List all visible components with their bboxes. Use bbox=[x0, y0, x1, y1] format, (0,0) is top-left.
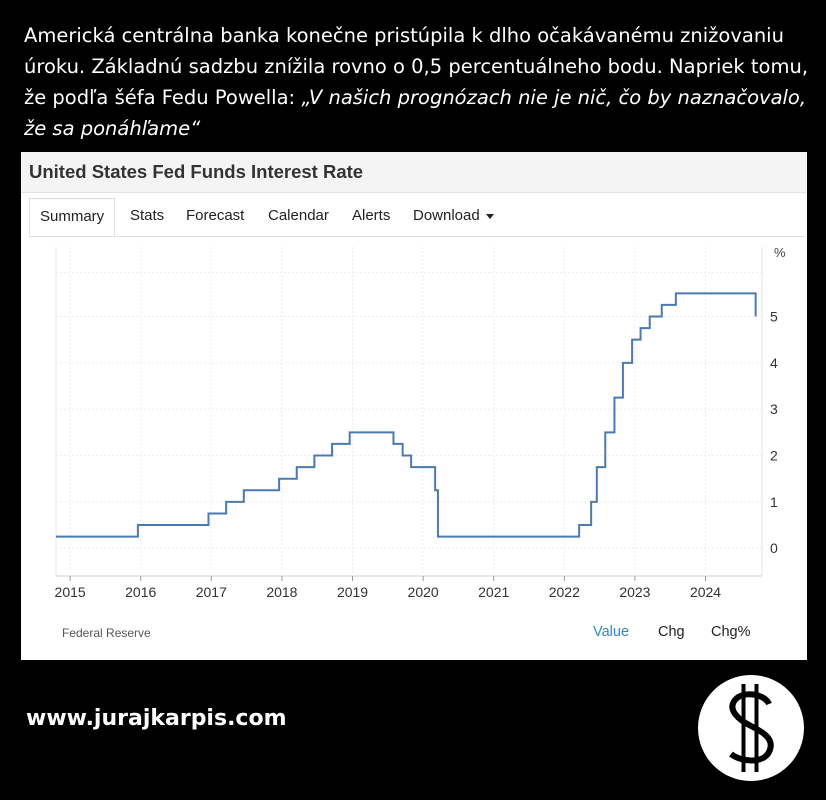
x-tick-label: 2016 bbox=[125, 584, 156, 600]
chart-tabs: Summary Stats Forecast Calendar Alerts D… bbox=[29, 198, 805, 237]
tab-summary[interactable]: Summary bbox=[29, 198, 116, 236]
x-tick-label: 2024 bbox=[690, 584, 721, 600]
x-tick-label: 2017 bbox=[196, 584, 227, 600]
footer-tab-chg-percent[interactable]: Chg% bbox=[711, 624, 751, 640]
chart-card: United States Fed Funds Interest Rate Su… bbox=[21, 152, 807, 660]
tab-download-label: Download bbox=[413, 207, 480, 224]
footer-tab-value[interactable]: Value bbox=[593, 624, 630, 640]
data-source: Federal Reserve bbox=[62, 626, 151, 640]
y-tick-label: 4 bbox=[770, 355, 778, 371]
tab-forecast[interactable]: Forecast bbox=[186, 207, 245, 224]
chart-title: United States Fed Funds Interest Rate bbox=[29, 161, 364, 182]
headline-text: Americká centrálna banka konečne pristúp… bbox=[24, 20, 809, 144]
caret-down-icon bbox=[485, 213, 494, 219]
x-tick-label: 2018 bbox=[266, 584, 297, 600]
y-tick-label: 3 bbox=[770, 401, 778, 417]
x-tick-label: 2015 bbox=[55, 584, 86, 600]
x-tick-label: 2023 bbox=[619, 584, 650, 600]
headline-quote: „V našich prognózach nie je nič, čo by n… bbox=[24, 86, 807, 140]
x-axis: 2015 2016 2017 2018 2019 2020 2021 2022 2023 2024 bbox=[55, 576, 721, 600]
y-tick-label: 5 bbox=[770, 309, 778, 325]
chart-card-header: United States Fed Funds Interest Rate bbox=[21, 152, 807, 193]
tab-calendar[interactable]: Calendar bbox=[268, 207, 329, 224]
website-url[interactable]: www.jurajkarpis.com bbox=[26, 706, 287, 731]
series-line bbox=[56, 292, 757, 538]
y-tick-label: 1 bbox=[770, 494, 778, 510]
x-tick-label: 2020 bbox=[408, 584, 439, 600]
dollar-logo bbox=[698, 675, 804, 781]
y-unit-label: % bbox=[774, 245, 786, 260]
x-tick-label: 2019 bbox=[337, 584, 368, 600]
chart-grid bbox=[55, 247, 763, 577]
y-tick-label: 0 bbox=[770, 540, 778, 556]
tab-alerts[interactable]: Alerts bbox=[352, 207, 391, 224]
tab-download[interactable]: Download bbox=[413, 198, 494, 236]
x-tick-label: 2022 bbox=[549, 584, 580, 600]
tab-stats[interactable]: Stats bbox=[130, 207, 165, 224]
footer-tab-chg[interactable]: Chg bbox=[658, 624, 685, 640]
y-tick-label: 2 bbox=[770, 448, 778, 464]
headline-plain: Americká centrálna banka konečne pristúp… bbox=[24, 24, 809, 109]
x-tick-label: 2021 bbox=[478, 584, 509, 600]
y-axis: 0 1 2 3 4 5 bbox=[770, 309, 778, 557]
